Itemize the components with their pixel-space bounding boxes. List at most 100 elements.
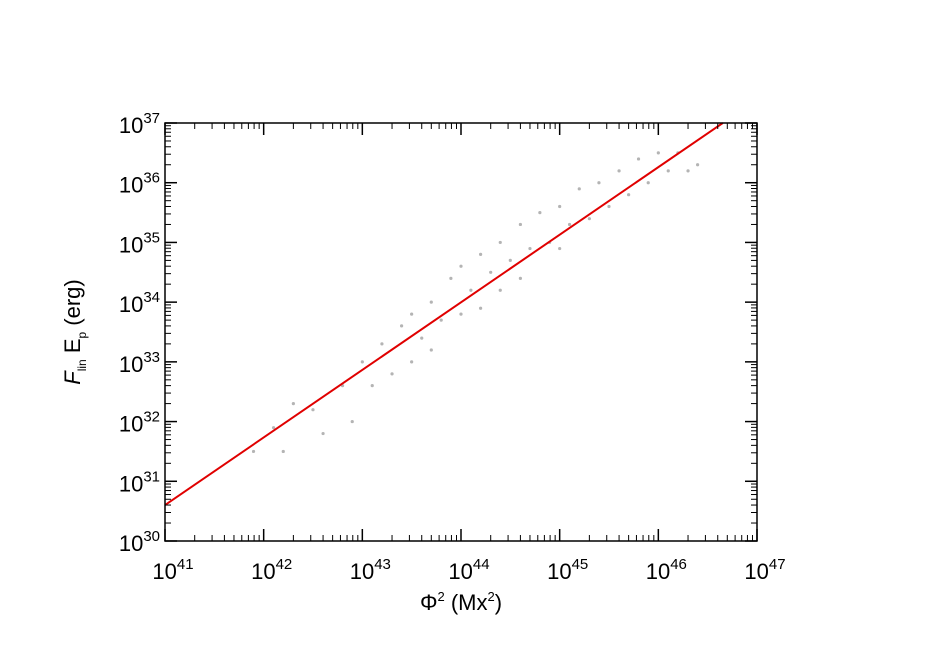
tick-label: 1047 <box>744 556 785 584</box>
tick-exponent: 33 <box>143 349 160 366</box>
tick-label: 1043 <box>350 556 391 584</box>
point <box>656 151 660 155</box>
point <box>449 276 453 280</box>
tick-base: 10 <box>119 471 143 496</box>
point <box>666 169 670 173</box>
point <box>528 246 532 251</box>
point <box>399 324 404 328</box>
point <box>370 384 374 388</box>
label-part: (erg) <box>60 279 85 332</box>
tick-base: 10 <box>119 232 143 257</box>
tick-base: 10 <box>119 113 143 138</box>
tick-label: 1033 <box>119 349 160 377</box>
point <box>558 246 562 251</box>
tick-base: 10 <box>251 559 275 584</box>
tick-exponent: 34 <box>143 289 160 306</box>
point <box>508 258 512 263</box>
label-part: ) <box>495 590 502 615</box>
point <box>281 449 285 454</box>
tick-exponent: 43 <box>374 556 391 573</box>
tick-label: 1041 <box>152 556 193 584</box>
point <box>350 419 354 424</box>
tick-base: 10 <box>547 559 571 584</box>
point <box>498 240 502 245</box>
point <box>646 181 650 185</box>
point <box>439 318 443 322</box>
tick-label: 1046 <box>646 556 687 584</box>
tick-label: 1030 <box>119 528 160 556</box>
tick-exponent: 37 <box>143 110 160 127</box>
tick-label: 1037 <box>119 110 160 138</box>
tick-base: 10 <box>119 173 143 198</box>
point <box>518 222 523 227</box>
tick-label: 1031 <box>119 468 160 496</box>
tick-exponent: 35 <box>143 229 160 246</box>
point <box>459 264 463 268</box>
label-part: Φ <box>420 590 438 615</box>
scatter-points <box>251 151 700 454</box>
tick-label: 1032 <box>119 409 160 437</box>
point <box>577 187 581 191</box>
tick-base: 10 <box>119 531 143 556</box>
point <box>410 360 414 364</box>
tick-base: 10 <box>119 352 143 377</box>
point <box>627 193 631 197</box>
point <box>291 401 295 406</box>
y-axis-label: Flin Ep (erg) <box>60 279 89 385</box>
label-part: (Mx <box>445 590 488 615</box>
point <box>380 342 384 346</box>
point <box>360 360 364 364</box>
tick-exponent: 45 <box>572 556 589 573</box>
point <box>686 169 690 173</box>
tick-exponent: 47 <box>769 556 786 573</box>
point <box>420 336 424 340</box>
point <box>489 270 493 274</box>
point <box>695 163 700 167</box>
point <box>479 252 483 257</box>
tick-label: 1035 <box>119 229 160 257</box>
point <box>607 204 611 209</box>
point <box>251 449 256 454</box>
tick-label: 1044 <box>448 556 489 584</box>
label-part: 2 <box>488 589 495 604</box>
point <box>597 181 601 185</box>
tick-exponent: 41 <box>177 556 194 573</box>
tick-base: 10 <box>448 559 472 584</box>
label-part: F <box>60 370 85 385</box>
tick-base: 10 <box>119 412 143 437</box>
point <box>469 288 473 292</box>
tick-label: 1045 <box>547 556 588 584</box>
point <box>311 408 315 412</box>
point <box>498 288 502 292</box>
tick-base: 10 <box>119 292 143 317</box>
point <box>538 210 542 215</box>
tick-base: 10 <box>350 559 374 584</box>
point <box>558 204 562 209</box>
tick-label: 1042 <box>251 556 292 584</box>
tick-exponent: 32 <box>143 409 160 426</box>
tick-label: 1036 <box>119 170 160 198</box>
label-part: p <box>75 331 89 338</box>
fit-line <box>164 122 724 506</box>
plot-frame <box>164 122 758 542</box>
tick-label: 1034 <box>119 289 160 317</box>
tick-base: 10 <box>152 559 176 584</box>
tick-exponent: 42 <box>276 556 293 573</box>
point <box>567 222 572 227</box>
point <box>479 306 483 310</box>
point <box>587 217 591 221</box>
tick-exponent: 44 <box>473 556 490 573</box>
x-axis-label: Φ2 (Mx2) <box>420 589 502 615</box>
point <box>459 312 463 316</box>
tick-exponent: 31 <box>143 468 160 485</box>
point <box>636 157 641 161</box>
tick-base: 10 <box>646 559 670 584</box>
tick-exponent: 30 <box>143 528 160 545</box>
point <box>429 300 433 304</box>
point <box>617 169 621 173</box>
point <box>390 372 394 376</box>
label-part: 2 <box>438 589 445 604</box>
label-part: E <box>60 338 85 359</box>
tick-base: 10 <box>744 559 768 584</box>
